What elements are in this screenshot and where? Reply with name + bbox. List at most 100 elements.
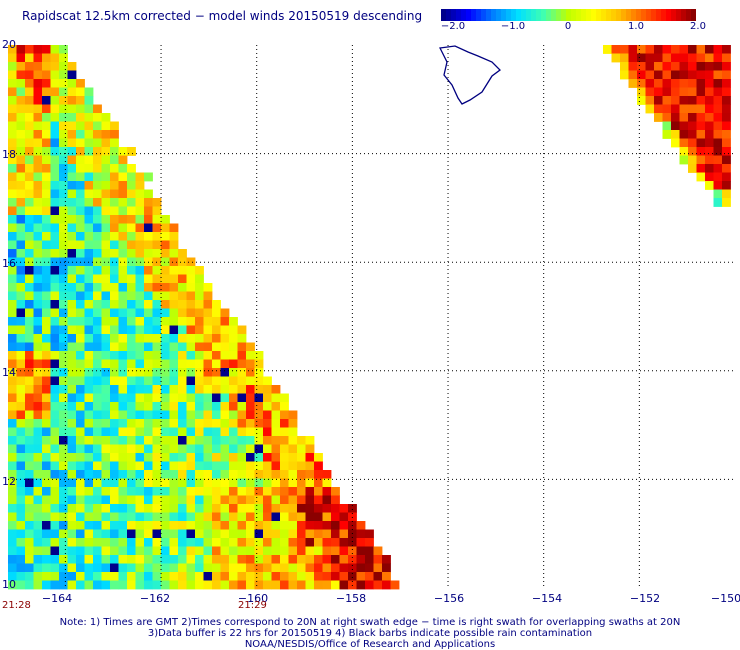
- wind-diff-cell: [110, 572, 119, 581]
- wind-diff-cell: [127, 257, 136, 267]
- wind-diff-cell: [161, 410, 170, 420]
- wind-diff-cell: [152, 368, 162, 377]
- wind-diff-cell: [237, 444, 247, 454]
- wind-diff-cell: [118, 572, 128, 581]
- wind-diff-cell: [59, 478, 68, 488]
- wind-diff-cell: [263, 495, 272, 505]
- wind-diff-cell: [254, 461, 264, 471]
- wind-diff-cell: [118, 181, 128, 190]
- wind-diff-cell: [67, 572, 77, 581]
- wind-diff-cell: [169, 521, 179, 530]
- wind-diff-cell: [263, 419, 272, 428]
- wind-diff-cell: [8, 538, 17, 547]
- wind-diff-cell: [76, 240, 85, 250]
- wind-diff-cell: [280, 478, 289, 488]
- wind-diff-cell: [84, 274, 94, 284]
- wind-diff-cell: [288, 470, 298, 479]
- wind-diff-cell: [254, 478, 264, 488]
- wind-diff-cell: [110, 359, 119, 369]
- wind-diff-cell: [271, 538, 281, 547]
- wind-diff-cell: [50, 266, 60, 275]
- wind-diff-cell: [118, 504, 128, 513]
- wind-diff-cell: [127, 461, 136, 471]
- wind-diff-cell: [662, 104, 672, 114]
- wind-diff-cell: [76, 580, 85, 590]
- wind-diff-cell: [263, 385, 272, 394]
- wind-diff-cell: [331, 521, 340, 530]
- wind-diff-cell: [263, 478, 272, 488]
- wind-diff-cell: [110, 334, 119, 343]
- wind-diff-cell: [93, 308, 102, 318]
- wind-diff-cell: [254, 546, 264, 556]
- colorbar-segment: [691, 9, 696, 21]
- wind-diff-cell: [195, 266, 204, 275]
- wind-diff-cell: [161, 495, 170, 505]
- wind-diff-cell: [118, 521, 128, 530]
- wind-diff-cell: [161, 308, 170, 318]
- wind-diff-cell: [152, 376, 162, 386]
- wind-diff-cell: [8, 164, 17, 173]
- wind-diff-cell: [33, 368, 43, 377]
- wind-diff-cell: [84, 555, 94, 564]
- wind-diff-cell: [169, 266, 179, 275]
- wind-diff-cell: [237, 453, 247, 462]
- lon-tick-label: −164: [41, 592, 73, 605]
- wind-diff-cell: [25, 572, 34, 581]
- wind-diff-cell: [152, 546, 162, 556]
- wind-diff-cell: [620, 53, 629, 63]
- wind-diff-cell: [50, 138, 60, 148]
- wind-diff-cell: [50, 104, 60, 114]
- wind-diff-cell: [33, 487, 43, 496]
- wind-diff-cell: [76, 274, 85, 284]
- wind-diff-cell: [229, 563, 238, 573]
- wind-diff-cell: [93, 138, 102, 148]
- wind-diff-cell: [271, 580, 281, 590]
- wind-diff-cell: [280, 436, 289, 445]
- wind-diff-cell: [186, 359, 196, 369]
- wind-diff-cell: [161, 504, 170, 513]
- wind-diff-cell: [220, 351, 230, 360]
- wind-diff-cell: [93, 342, 102, 352]
- wind-diff-cell: [203, 317, 213, 326]
- wind-diff-cell: [229, 419, 238, 428]
- wind-diff-cell: [101, 334, 111, 343]
- wind-diff-cell: [101, 487, 111, 496]
- wind-diff-cell: [8, 572, 17, 581]
- wind-diff-cell: [203, 572, 213, 581]
- wind-diff-cell: [16, 45, 26, 54]
- wind-diff-cell: [212, 555, 221, 564]
- wind-diff-cell: [237, 504, 247, 513]
- swath-right: [603, 45, 731, 207]
- wind-diff-cell: [637, 53, 646, 63]
- wind-diff-cell: [76, 308, 85, 318]
- wind-diff-cell: [84, 300, 94, 309]
- wind-diff-cell: [161, 546, 170, 556]
- wind-diff-cell: [229, 521, 238, 530]
- wind-diff-cell: [339, 529, 349, 539]
- wind-diff-cell: [93, 164, 102, 173]
- wind-diff-cell: [50, 555, 60, 564]
- wind-diff-cell: [67, 96, 77, 105]
- wind-diff-cell: [59, 359, 68, 369]
- wind-diff-cell: [671, 121, 680, 131]
- colorbar-segment: [681, 9, 687, 21]
- wind-diff-cell: [127, 189, 136, 199]
- wind-diff-cell: [42, 555, 51, 564]
- wind-diff-cell: [297, 470, 306, 479]
- wind-diff-cell: [8, 427, 17, 437]
- wind-diff-cell: [76, 376, 85, 386]
- wind-diff-cell: [76, 283, 85, 292]
- colorbar-label: 2.0: [690, 21, 706, 32]
- wind-diff-cell: [76, 478, 85, 488]
- wind-diff-cell: [93, 257, 102, 267]
- wind-diff-cell: [696, 79, 706, 88]
- lat-tick-label: 10: [2, 578, 16, 591]
- wind-diff-cell: [25, 198, 34, 207]
- wind-diff-cell: [93, 240, 102, 250]
- wind-diff-cell: [33, 189, 43, 199]
- colorbar-segment: [501, 9, 507, 21]
- wind-diff-cell: [59, 436, 68, 445]
- wind-diff-cell: [152, 351, 162, 360]
- wind-diff-cell: [271, 478, 281, 488]
- wind-diff-cell: [178, 351, 187, 360]
